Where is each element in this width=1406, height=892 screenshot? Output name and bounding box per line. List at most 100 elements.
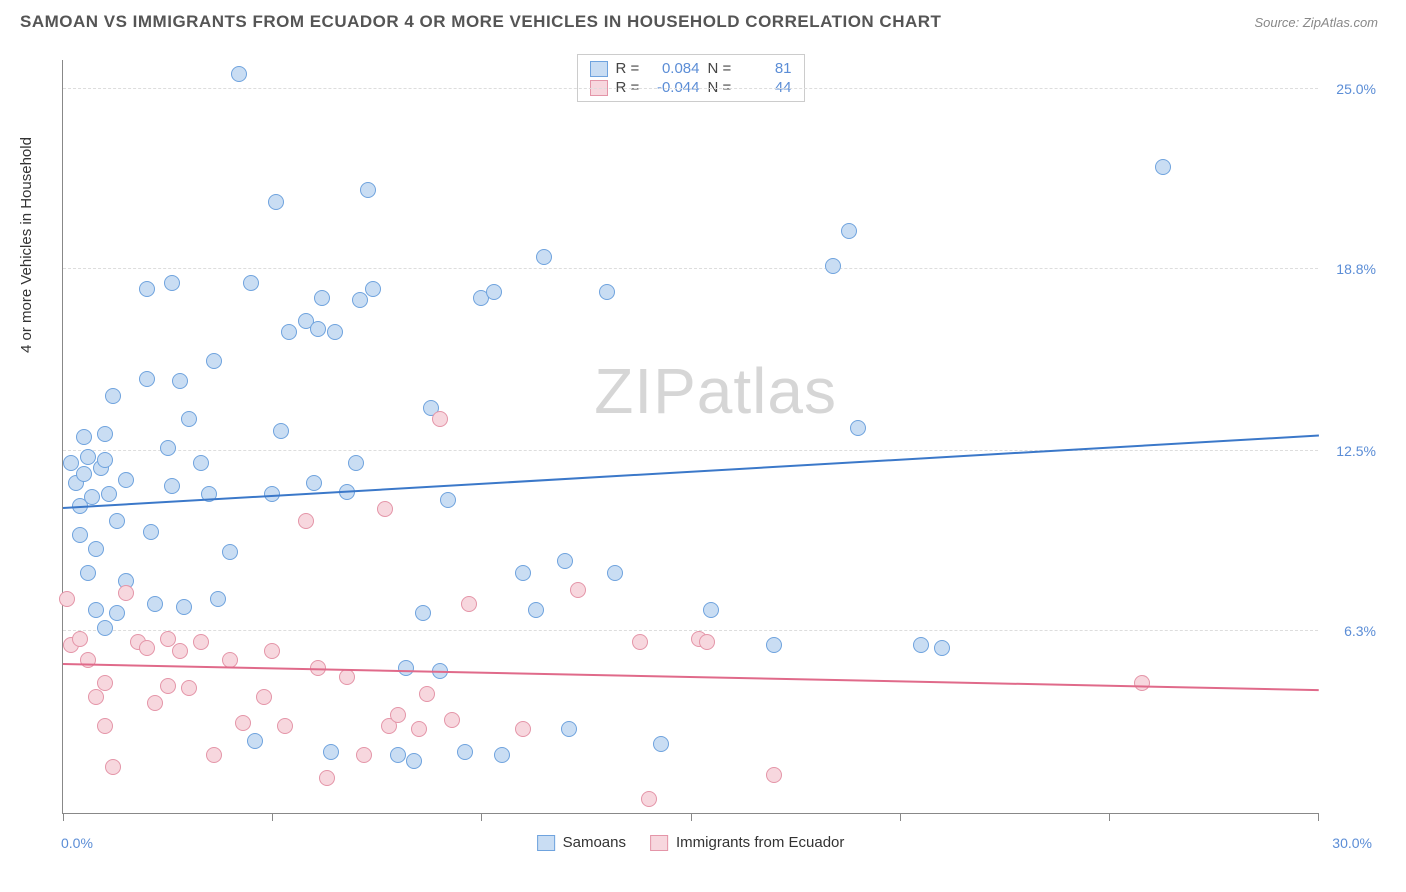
data-point: [515, 565, 531, 581]
y-axis-label: 4 or more Vehicles in Household: [18, 137, 35, 353]
data-point: [766, 767, 782, 783]
legend-item: Samoans: [537, 834, 626, 851]
data-point: [72, 527, 88, 543]
data-point: [841, 223, 857, 239]
trend-line: [63, 434, 1319, 508]
data-point: [277, 718, 293, 734]
data-point: [264, 643, 280, 659]
data-point: [247, 733, 263, 749]
y-tick-label: 25.0%: [1336, 81, 1376, 97]
data-point: [319, 770, 335, 786]
data-point: [118, 585, 134, 601]
watermark: ZIPatlas: [594, 354, 837, 428]
data-point: [390, 707, 406, 723]
gridline: [63, 450, 1318, 451]
data-point: [72, 631, 88, 647]
data-point: [461, 596, 477, 612]
data-point: [360, 182, 376, 198]
data-point: [570, 582, 586, 598]
data-point: [235, 715, 251, 731]
data-point: [528, 602, 544, 618]
gridline: [63, 88, 1318, 89]
data-point: [172, 373, 188, 389]
data-point: [193, 634, 209, 650]
legend-item: Immigrants from Ecuador: [650, 834, 844, 851]
stats-row: R =0.084N =81: [590, 59, 792, 78]
legend-label: Samoans: [563, 834, 626, 851]
data-point: [139, 640, 155, 656]
legend-swatch: [537, 835, 555, 851]
data-point: [561, 721, 577, 737]
data-point: [88, 689, 104, 705]
data-point: [406, 753, 422, 769]
data-point: [599, 284, 615, 300]
data-point: [390, 747, 406, 763]
x-tick: [1318, 813, 1319, 821]
data-point: [699, 634, 715, 650]
data-point: [101, 486, 117, 502]
data-point: [457, 744, 473, 760]
data-point: [97, 675, 113, 691]
data-point: [84, 489, 100, 505]
chart-container: 4 or more Vehicles in Household ZIPatlas…: [20, 50, 1378, 872]
data-point: [415, 605, 431, 621]
data-point: [356, 747, 372, 763]
data-point: [432, 411, 448, 427]
data-point: [97, 452, 113, 468]
data-point: [147, 695, 163, 711]
data-point: [515, 721, 531, 737]
chart-title: SAMOAN VS IMMIGRANTS FROM ECUADOR 4 OR M…: [20, 12, 941, 32]
gridline: [63, 630, 1318, 631]
data-point: [536, 249, 552, 265]
data-point: [139, 371, 155, 387]
plot-area: ZIPatlas R =0.084N =81R =-0.044N =44 0.0…: [62, 60, 1318, 814]
data-point: [231, 66, 247, 82]
data-point: [268, 194, 284, 210]
source-label: Source: ZipAtlas.com: [1254, 15, 1378, 30]
x-tick: [1109, 813, 1110, 821]
data-point: [419, 686, 435, 702]
x-tick: [481, 813, 482, 821]
gridline: [63, 268, 1318, 269]
legend-swatch: [590, 61, 608, 77]
x-tick: [691, 813, 692, 821]
data-point: [88, 602, 104, 618]
data-point: [703, 602, 719, 618]
data-point: [210, 591, 226, 607]
data-point: [193, 455, 209, 471]
data-point: [607, 565, 623, 581]
data-point: [172, 643, 188, 659]
data-point: [348, 455, 364, 471]
data-point: [181, 411, 197, 427]
data-point: [306, 475, 322, 491]
data-point: [181, 680, 197, 696]
data-point: [444, 712, 460, 728]
data-point: [243, 275, 259, 291]
data-point: [206, 353, 222, 369]
stat-label-r: R =: [616, 60, 644, 77]
data-point: [440, 492, 456, 508]
data-point: [59, 591, 75, 607]
data-point: [105, 759, 121, 775]
data-point: [164, 478, 180, 494]
data-point: [850, 420, 866, 436]
trend-line: [63, 663, 1319, 691]
x-tick: [900, 813, 901, 821]
data-point: [273, 423, 289, 439]
data-point: [80, 565, 96, 581]
data-point: [164, 275, 180, 291]
data-point: [641, 791, 657, 807]
data-point: [88, 541, 104, 557]
data-point: [109, 513, 125, 529]
x-max-label: 30.0%: [1332, 835, 1372, 851]
data-point: [118, 472, 134, 488]
x-tick: [63, 813, 64, 821]
data-point: [176, 599, 192, 615]
data-point: [632, 634, 648, 650]
data-point: [653, 736, 669, 752]
data-point: [256, 689, 272, 705]
y-tick-label: 12.5%: [1336, 443, 1376, 459]
data-point: [352, 292, 368, 308]
data-point: [281, 324, 297, 340]
data-point: [766, 637, 782, 653]
